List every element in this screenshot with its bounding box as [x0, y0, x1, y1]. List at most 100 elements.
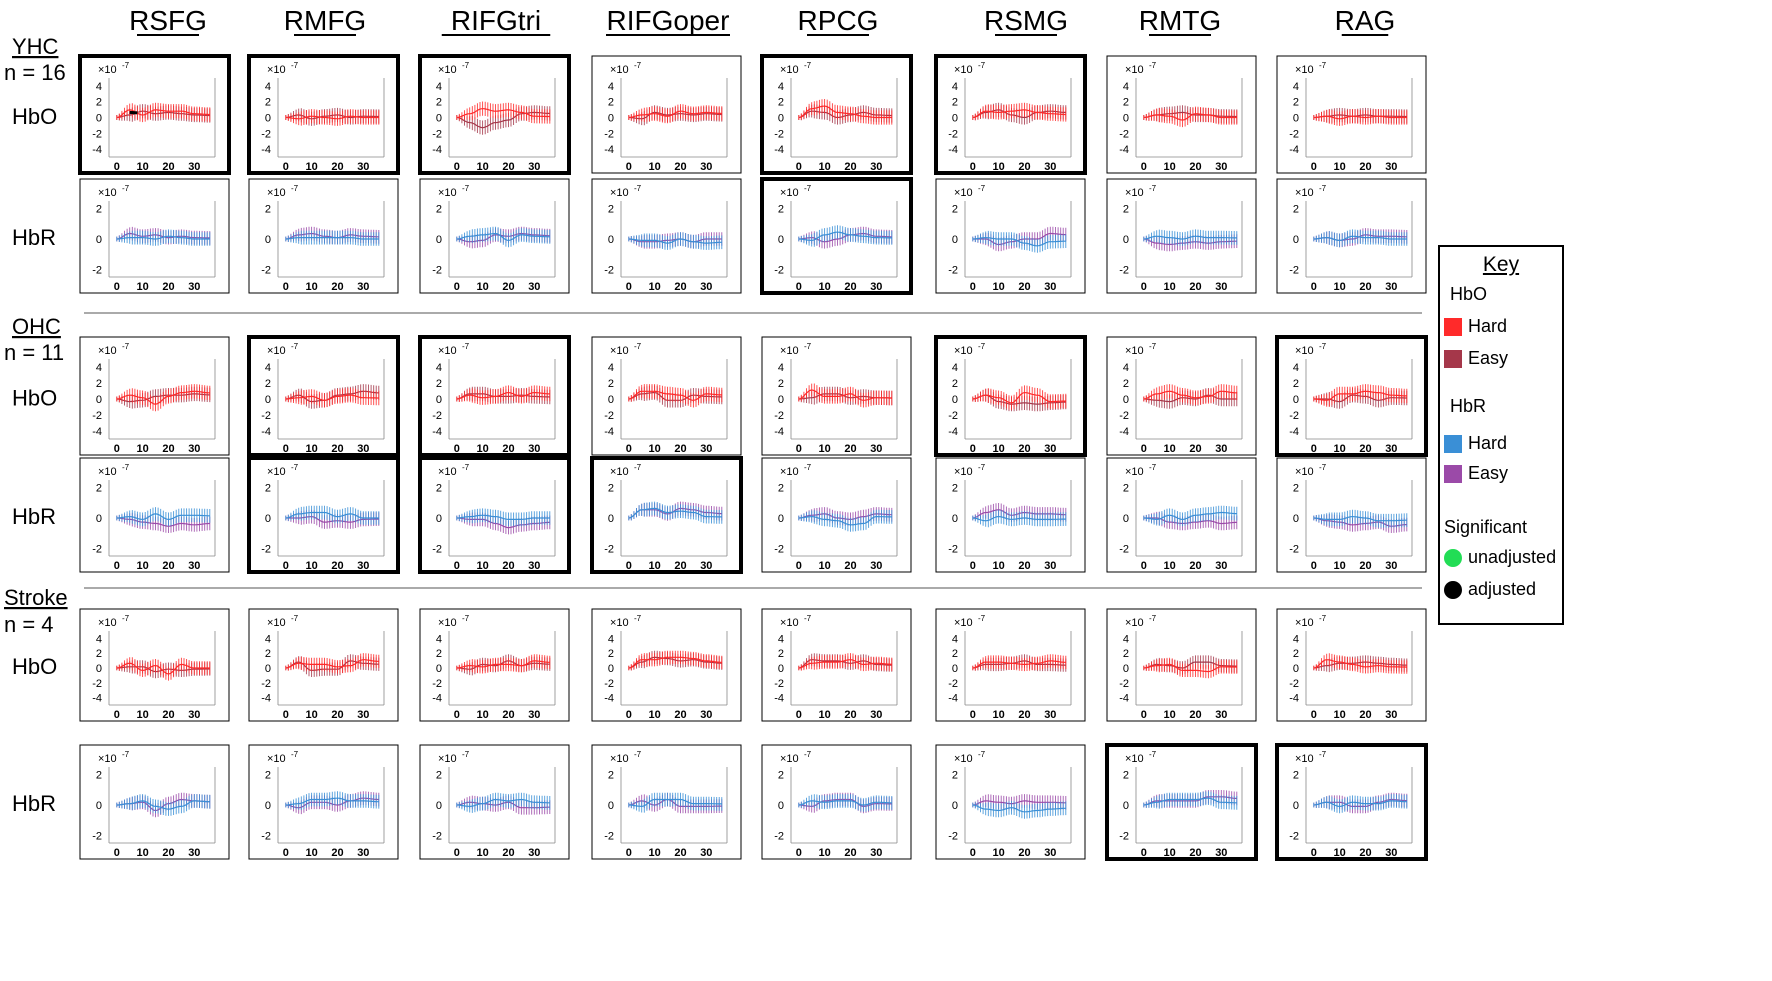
x-tick-label: 0 [1311, 281, 1317, 293]
x-tick-label: 10 [1333, 709, 1345, 721]
hbo-hard-swatch [1444, 317, 1462, 336]
hard-series-error-bars [1143, 384, 1238, 405]
y-tick-label: 0 [1123, 663, 1129, 675]
hbr-hard-swatch [1444, 434, 1462, 453]
y-tick-label: 0 [608, 234, 614, 246]
x-tick-label: 20 [1359, 281, 1371, 293]
x-tick-label: 20 [162, 161, 174, 173]
x-tick-label: 0 [114, 443, 120, 455]
y-scale-label: ×10 [954, 617, 973, 629]
y-scale-exponent: -7 [1319, 184, 1327, 193]
group-n-label: n = 11 [4, 340, 64, 365]
x-tick-label: 20 [331, 560, 343, 572]
x-tick-label: 30 [870, 709, 882, 721]
y-tick-label: -4 [261, 693, 271, 705]
panel-ohc-hbr-rsmg: ×10 -720-20 10 20 30 [935, 457, 1086, 573]
legend-hbo-easy: Easy [1444, 348, 1508, 369]
x-tick-label: 20 [1359, 161, 1371, 173]
x-tick-label: 10 [476, 560, 488, 572]
y-tick-label: 2 [436, 648, 442, 660]
x-tick-label: 20 [1018, 847, 1030, 859]
x-tick-label: 30 [1215, 281, 1227, 293]
y-tick-label: 0 [1293, 113, 1299, 125]
x-tick-label: 0 [796, 443, 802, 455]
y-scale-exponent: -7 [804, 61, 812, 70]
x-tick-label: 30 [528, 281, 540, 293]
panel-frame [1276, 457, 1427, 573]
y-tick-label: -2 [1289, 128, 1299, 140]
x-tick-label: 10 [818, 847, 830, 859]
y-scale-exponent: -7 [462, 614, 470, 623]
y-tick-label: 2 [265, 483, 271, 495]
y-tick-label: 2 [436, 483, 442, 495]
y-scale-exponent: -7 [1149, 342, 1157, 351]
y-tick-label: -2 [604, 678, 614, 690]
hard-series-error-bars [972, 230, 1067, 253]
y-tick-label: -2 [774, 410, 784, 422]
y-tick-label: -2 [432, 830, 442, 842]
y-tick-label: -2 [1289, 543, 1299, 555]
y-tick-label: 4 [96, 633, 102, 645]
group-n-label: n = 16 [4, 60, 66, 85]
y-tick-label: -4 [92, 693, 102, 705]
y-tick-label: 0 [778, 663, 784, 675]
x-tick-label: 10 [476, 709, 488, 721]
y-scale-label: ×10 [780, 345, 799, 357]
y-tick-label: 0 [265, 800, 271, 812]
y-tick-label: 2 [952, 770, 958, 782]
y-scale-exponent: -7 [1149, 614, 1157, 623]
hard-series-error-bars [798, 225, 893, 247]
x-tick-label: 20 [331, 709, 343, 721]
x-tick-label: 10 [992, 709, 1004, 721]
x-tick-label: 10 [305, 443, 317, 455]
panel-frame [418, 54, 571, 175]
y-tick-label: 2 [1123, 648, 1129, 660]
y-tick-label: 0 [265, 513, 271, 525]
y-scale-label: ×10 [1295, 753, 1314, 765]
y-scale-exponent: -7 [291, 614, 299, 623]
y-tick-label: 2 [96, 204, 102, 216]
x-tick-label: 30 [357, 161, 369, 173]
legend-hbo-heading: HbO [1450, 284, 1488, 304]
y-tick-label: -2 [604, 128, 614, 140]
y-tick-label: 0 [952, 394, 958, 406]
x-tick-label: 10 [992, 161, 1004, 173]
panel-frame [79, 178, 230, 294]
x-tick-label: 0 [1141, 560, 1147, 572]
panel-yhc-hbr-rsfg: ×10 -720-20 10 20 30 [79, 178, 230, 294]
x-tick-label: 20 [674, 161, 686, 173]
hard-series-error-bars [285, 109, 380, 126]
x-tick-label: 20 [1189, 847, 1201, 859]
x-tick-label: 10 [1333, 847, 1345, 859]
x-tick-label: 20 [674, 709, 686, 721]
y-tick-label: -2 [774, 678, 784, 690]
y-scale-label: ×10 [610, 753, 629, 765]
hard-series-error-bars [285, 230, 380, 246]
x-tick-label: 10 [818, 560, 830, 572]
y-scale-label: ×10 [98, 64, 117, 76]
x-tick-label: 20 [844, 281, 856, 293]
hard-series-error-bars [1143, 791, 1238, 810]
hard-series-error-bars [285, 653, 380, 674]
x-tick-label: 0 [283, 281, 289, 293]
y-tick-label: 4 [436, 362, 442, 374]
y-tick-label: 0 [952, 234, 958, 246]
hbr-easy-swatch [1444, 464, 1462, 483]
y-tick-label: -2 [432, 264, 442, 276]
panel-ohc-hbr-rag: ×10 -720-20 10 20 30 [1276, 457, 1427, 573]
legend-hbr-heading: HbR [1450, 396, 1487, 416]
y-tick-label: -4 [774, 426, 784, 438]
panel-frame [1106, 336, 1257, 456]
y-scale-exponent: -7 [978, 750, 986, 759]
panel-frame [935, 744, 1086, 860]
y-tick-label: -2 [432, 678, 442, 690]
x-tick-label: 10 [648, 560, 660, 572]
panel-stroke-hbr-rsfg: ×10 -720-20 10 20 30 [79, 744, 230, 860]
panel-stroke-hbr-rpcg: ×10 -720-20 10 20 30 [761, 744, 912, 860]
x-tick-label: 20 [1189, 161, 1201, 173]
y-tick-label: -2 [261, 678, 271, 690]
y-tick-label: -2 [261, 830, 271, 842]
y-scale-label: ×10 [438, 187, 457, 199]
